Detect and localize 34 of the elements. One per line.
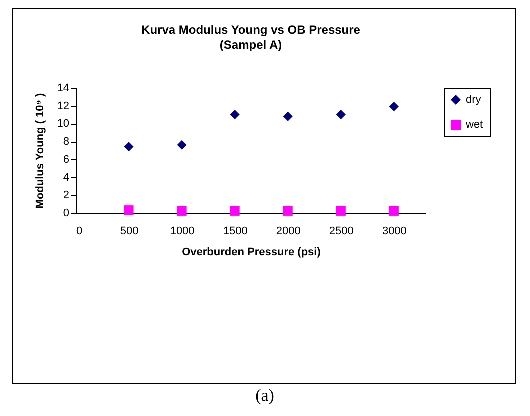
point (336, 110, 346, 120)
x-tick-label: 2000 (276, 226, 301, 238)
x-tick-label: 1500 (223, 226, 248, 238)
y-tick-label: 4 (63, 172, 70, 184)
point (230, 206, 240, 216)
y-tick-label: 10 (57, 118, 70, 130)
x-tick-label: 500 (120, 226, 139, 238)
text: (a) (254, 386, 276, 406)
y-axis-title: Modulus Young ( 10⁹ ) (34, 92, 46, 209)
point (283, 206, 293, 216)
y-tick-label: 8 (63, 136, 70, 148)
y-tick-label: 14 (57, 82, 70, 94)
legend-label: dry (466, 94, 482, 106)
point (124, 206, 134, 216)
point (230, 110, 240, 120)
y-tick-label: 12 (57, 100, 70, 112)
chart-title: Kurva Modulus Young vs OB Pressure (142, 23, 361, 37)
x-tick-label: 0 (76, 226, 83, 238)
y-tick-label: 6 (63, 154, 70, 166)
x-axis-title: Overburden Pressure (psi) (182, 246, 322, 258)
point (389, 206, 399, 216)
point (336, 206, 346, 216)
y-tick-label: 0 (63, 208, 70, 220)
point (389, 102, 399, 112)
point (177, 206, 187, 216)
chart-subtitle: (Sampel A) (220, 38, 282, 52)
point (124, 142, 134, 152)
point (283, 112, 293, 122)
point (177, 140, 187, 150)
y-tick-label: 2 (63, 190, 70, 202)
legend-label: wet (465, 119, 484, 131)
x-tick-label: 3000 (382, 226, 407, 238)
x-tick-label: 1000 (170, 226, 195, 238)
x-tick-label: 2500 (329, 226, 354, 238)
